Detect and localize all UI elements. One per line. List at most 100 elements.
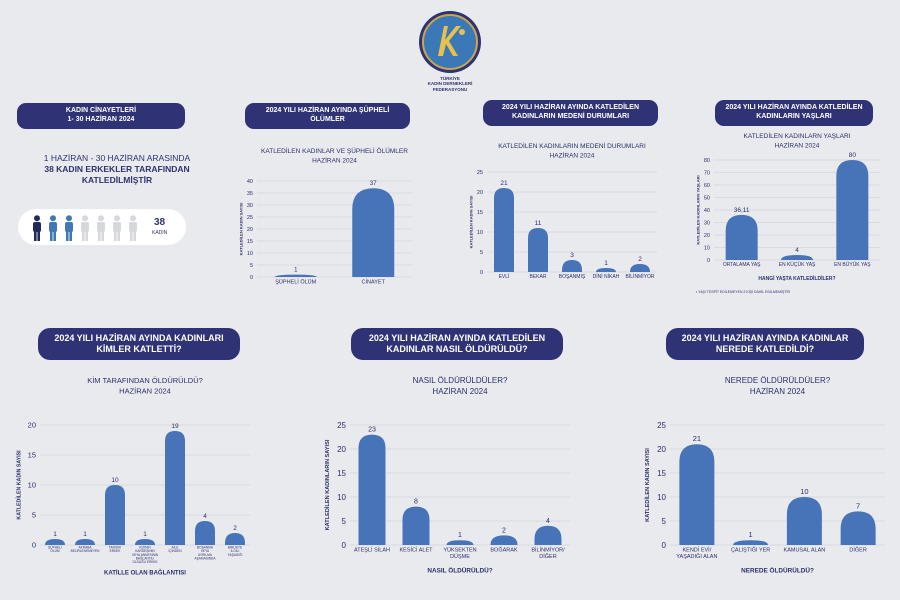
y-tick-label: 40 <box>247 179 253 185</box>
y-tick-label: 25 <box>657 421 666 430</box>
bar-value-label: 2 <box>638 256 642 263</box>
intro-text: 1 HAZİRAN - 30 HAZİRAN ARASINDA 38 KADIN… <box>18 153 216 186</box>
pill-where: 2024 YILI HAZİRAN AYINDA KADINLAR NEREDE… <box>666 328 864 360</box>
x-tick-label: AKRABA <box>79 546 93 550</box>
x-tick-label: KIZININ <box>139 546 151 550</box>
bar <box>75 539 95 545</box>
pill-who-line1: 2024 YILI HAZİRAN AYINDA KADINLARI <box>54 332 224 343</box>
y-tick-label: 30 <box>704 220 710 226</box>
y-tick-label: 0 <box>480 270 483 276</box>
pill-suspicious: 2024 YILI HAZİRAN AYINDA ŞÜPHELİ ÖLÜMLER <box>245 103 410 129</box>
bar <box>165 431 185 545</box>
pill-where-line2: NEREDE KATLEDİLDİ? <box>715 344 815 354</box>
bar <box>679 444 715 545</box>
person-icon <box>81 215 89 241</box>
intro-line-2: 38 KADIN ERKEKLER TARAFINDAN <box>44 164 190 175</box>
bar <box>630 264 650 272</box>
chart-title-line: HAZİRAN 2024 <box>432 387 488 396</box>
y-axis-label: KATLEDİLEN KADIN SAYISI <box>644 448 651 522</box>
y-tick-label: 25 <box>337 421 346 430</box>
bar-value-label: 80 <box>849 152 857 159</box>
pill-femicides-line2: 1- 30 HAZİRAN 2024 <box>67 116 135 123</box>
x-tick-label: ÖLÜM <box>50 549 60 553</box>
chart-title-line: HAZİRAN 2024 <box>775 141 820 150</box>
x-axis-label: NASIL ÖLDÜRÜLDÜ? <box>427 566 492 575</box>
chart-title-line: NEREDE ÖLDÜRÜLDÜLER? <box>725 376 831 385</box>
chart-title-line: HAZİRAN 2024 <box>550 151 595 160</box>
intro-line-3: KATLEDİLMİŞTİR <box>81 175 153 186</box>
x-tick-label: AİLE <box>172 545 179 550</box>
bar-value-label: 4 <box>203 513 207 520</box>
x-tick-label: AŞAMASINDA <box>195 556 217 560</box>
bar-value-label: 4 <box>546 518 550 525</box>
bar <box>781 255 813 260</box>
x-tick-label: KENDİ EVİ/ <box>683 547 712 554</box>
x-tick-label: YAŞADIĞI <box>228 552 243 557</box>
x-tick-label: BİLİNMİYOR/ <box>531 547 565 554</box>
y-tick-label: 10 <box>28 481 36 490</box>
x-tick-label: BOŞANMIŞ <box>559 274 586 280</box>
y-tick-label: 20 <box>337 445 346 454</box>
x-tick-label: EN BÜYÜK YAŞ <box>834 261 871 268</box>
pill-who: 2024 YILI HAZİRAN AYINDA KADINLARI KİMLE… <box>38 328 240 360</box>
age-note: • YAŞI TESPİT EDİLEMEYEN 2 KİŞİ DAHİL ED… <box>696 290 791 294</box>
bar <box>733 540 769 545</box>
x-tick-label: BEKAR <box>530 274 547 280</box>
y-tick-label: 20 <box>247 227 253 233</box>
x-tick-label: YAŞADIĞI ALAN <box>676 553 717 560</box>
bar-value-label: 1 <box>143 531 147 538</box>
bar-value-label: 1 <box>749 530 753 539</box>
pill-who-line2: KİMLER KATLETTİ? <box>96 344 182 354</box>
chart-title-line: HAZİRAN 2024 <box>312 156 357 165</box>
bar <box>195 521 215 545</box>
pill-femicides-line1: KADIN CİNAYETLERİ <box>65 107 137 115</box>
y-tick-label: 20 <box>28 421 36 430</box>
bar <box>490 535 518 545</box>
x-tick-label: BİLİNMİYOR <box>626 273 655 280</box>
bar-value-label: 2 <box>502 527 506 534</box>
bar-value-label: 3 <box>570 252 574 259</box>
chart-title-line: KİM TARAFINDAN ÖLDÜRÜLDÜ? <box>87 376 203 385</box>
y-tick-label: 30 <box>247 203 253 209</box>
bar <box>358 434 386 545</box>
y-axis-label: KATLEDİLEN KADINLARIN SAYISI <box>324 439 331 530</box>
y-tick-label: 15 <box>28 451 36 460</box>
x-axis-label: NEREDE ÖLDÜRÜLDÜ? <box>741 566 814 575</box>
bar <box>534 525 562 545</box>
y-tick-label: 10 <box>657 493 666 502</box>
bar-value-label: 19 <box>171 423 179 430</box>
x-tick-label: OLDUĞU ERKEK <box>132 559 158 564</box>
chart-title-line: KATLEDİLEN KADINLAR VE ŞÜPHELİ ÖLÜMLER <box>261 146 408 155</box>
chart-title-line: KATLEDİLEN KADINLARIN MEDENİ DURUMLARI <box>498 141 646 150</box>
x-tick-label: ŞÜPHELİ <box>48 545 62 550</box>
bar <box>446 540 474 545</box>
person-icon <box>97 215 105 241</box>
bar-value-label: 21 <box>500 180 508 187</box>
person-icon <box>129 215 137 241</box>
x-tick-label: ERKEK <box>110 549 122 553</box>
pill-ages: 2024 YILI HAZİRAN AYINDA KATLEDİLEN KADI… <box>715 100 873 126</box>
y-tick-label: 60 <box>704 183 710 189</box>
bar-value-label: 1 <box>604 260 608 267</box>
y-tick-label: 5 <box>342 517 347 526</box>
y-tick-label: 25 <box>477 170 483 176</box>
x-tick-label: BELİRLENEMEYEN <box>71 548 101 553</box>
x-tick-label: YÜKSEKTEN <box>443 547 476 554</box>
x-tick-label: TANIDIK <box>109 546 122 550</box>
bar-value-label: 7 <box>856 501 860 510</box>
intro-line-1: 1 HAZİRAN - 30 HAZİRAN ARASINDA <box>43 153 191 163</box>
y-tick-label: 35 <box>247 191 253 197</box>
x-axis-label: KATİLLE OLAN BAĞLANTISI <box>104 569 186 577</box>
bar-value-label: 2 <box>233 525 237 532</box>
x-tick-label: İÇİNDEN <box>168 548 182 553</box>
chart-marital-status: KATLEDİLEN KADINLARIN MEDENİ DURUMLARIHA… <box>469 141 657 280</box>
y-tick-label: 0 <box>250 275 253 281</box>
y-tick-label: 0 <box>707 258 710 264</box>
x-tick-label: DİNİ NİKAH <box>593 273 620 280</box>
x-tick-label: DÜŞME <box>450 553 470 560</box>
logo-line-2: KADIN DERNEKLERİ <box>427 81 473 87</box>
chart-title-line: HAZİRAN 2024 <box>750 387 806 396</box>
bar <box>402 506 430 545</box>
bar <box>840 511 876 545</box>
bar-value-label: 1 <box>458 532 462 539</box>
